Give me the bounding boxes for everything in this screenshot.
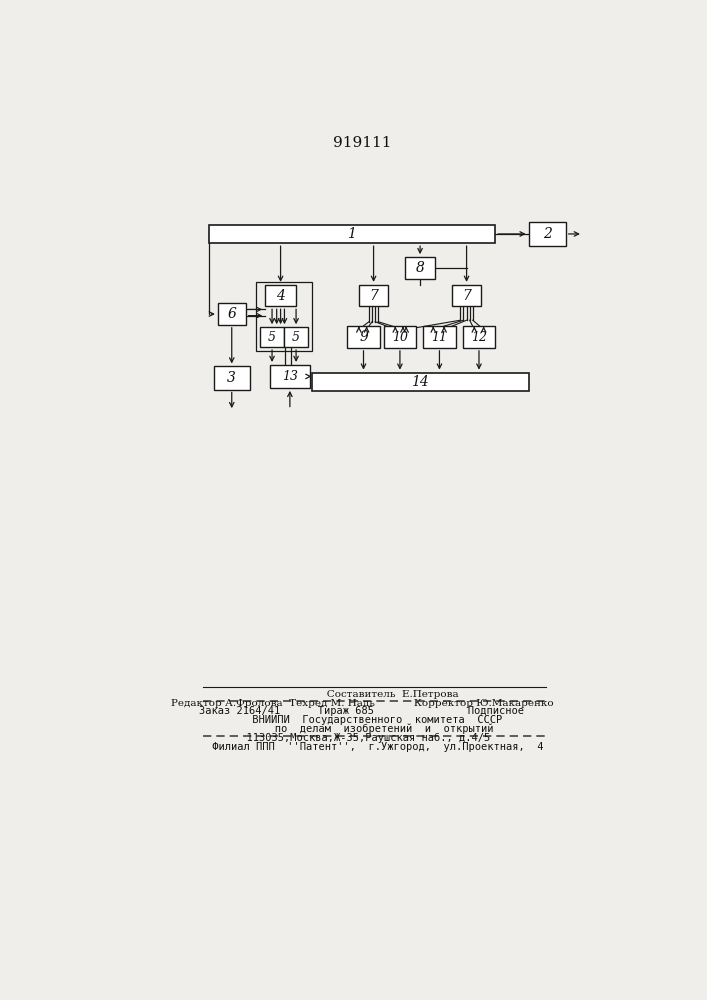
Bar (284, 327, 308, 347)
Bar (214, 366, 250, 389)
Text: 11: 11 (431, 331, 448, 344)
Bar (529, 222, 566, 246)
Text: Редактор А.Фролова  Техред М. Надь            Корректор Ю.Макаренко: Редактор А.Фролова Техред М. Надь Коррек… (170, 699, 554, 708)
Text: 113035,Москва,Ж-35,Раушская наб., д.4/5: 113035,Москва,Ж-35,Раушская наб., д.4/5 (234, 732, 490, 743)
Bar (209, 225, 495, 243)
Text: ВНИИПИ  Государственного  комитета  СССР: ВНИИПИ Государственного комитета СССР (221, 715, 503, 725)
Bar (452, 285, 481, 306)
Text: 5: 5 (268, 331, 276, 344)
Bar (256, 282, 312, 351)
Text: 2: 2 (543, 227, 551, 241)
Text: Составитель  Е.Петрова: Составитель Е.Петрова (265, 690, 459, 699)
Text: 13: 13 (282, 370, 298, 383)
Bar (423, 326, 456, 348)
Text: 9: 9 (359, 330, 368, 344)
Bar (347, 326, 380, 348)
Text: 14: 14 (411, 375, 429, 389)
Text: Заказ 2164/41      Тираж 685               Подписное: Заказ 2164/41 Тираж 685 Подписное (199, 706, 525, 716)
Bar (462, 326, 495, 348)
Bar (260, 327, 284, 347)
Text: 7: 7 (462, 289, 471, 303)
Bar (359, 285, 388, 306)
Text: 12: 12 (471, 331, 487, 344)
Text: 3: 3 (228, 371, 236, 385)
Text: по  делам  изобретений  и  открытий: по делам изобретений и открытий (230, 724, 493, 734)
Text: 10: 10 (392, 331, 408, 344)
Bar (218, 303, 246, 325)
Text: Филиал ППП  ''Патент'',  г.Ужгород,  ул.Проектная,  4: Филиал ППП ''Патент'', г.Ужгород, ул.Про… (181, 742, 543, 752)
Bar (270, 365, 310, 388)
Text: 4: 4 (276, 289, 285, 303)
Bar (384, 326, 416, 348)
Text: 7: 7 (369, 289, 378, 303)
Text: 1: 1 (347, 227, 356, 241)
Bar (265, 285, 296, 306)
Text: 6: 6 (228, 307, 236, 321)
Bar (405, 257, 435, 279)
Text: 5: 5 (292, 331, 300, 344)
Text: 8: 8 (416, 261, 424, 275)
Bar (312, 373, 529, 391)
Text: 919111: 919111 (333, 136, 391, 150)
